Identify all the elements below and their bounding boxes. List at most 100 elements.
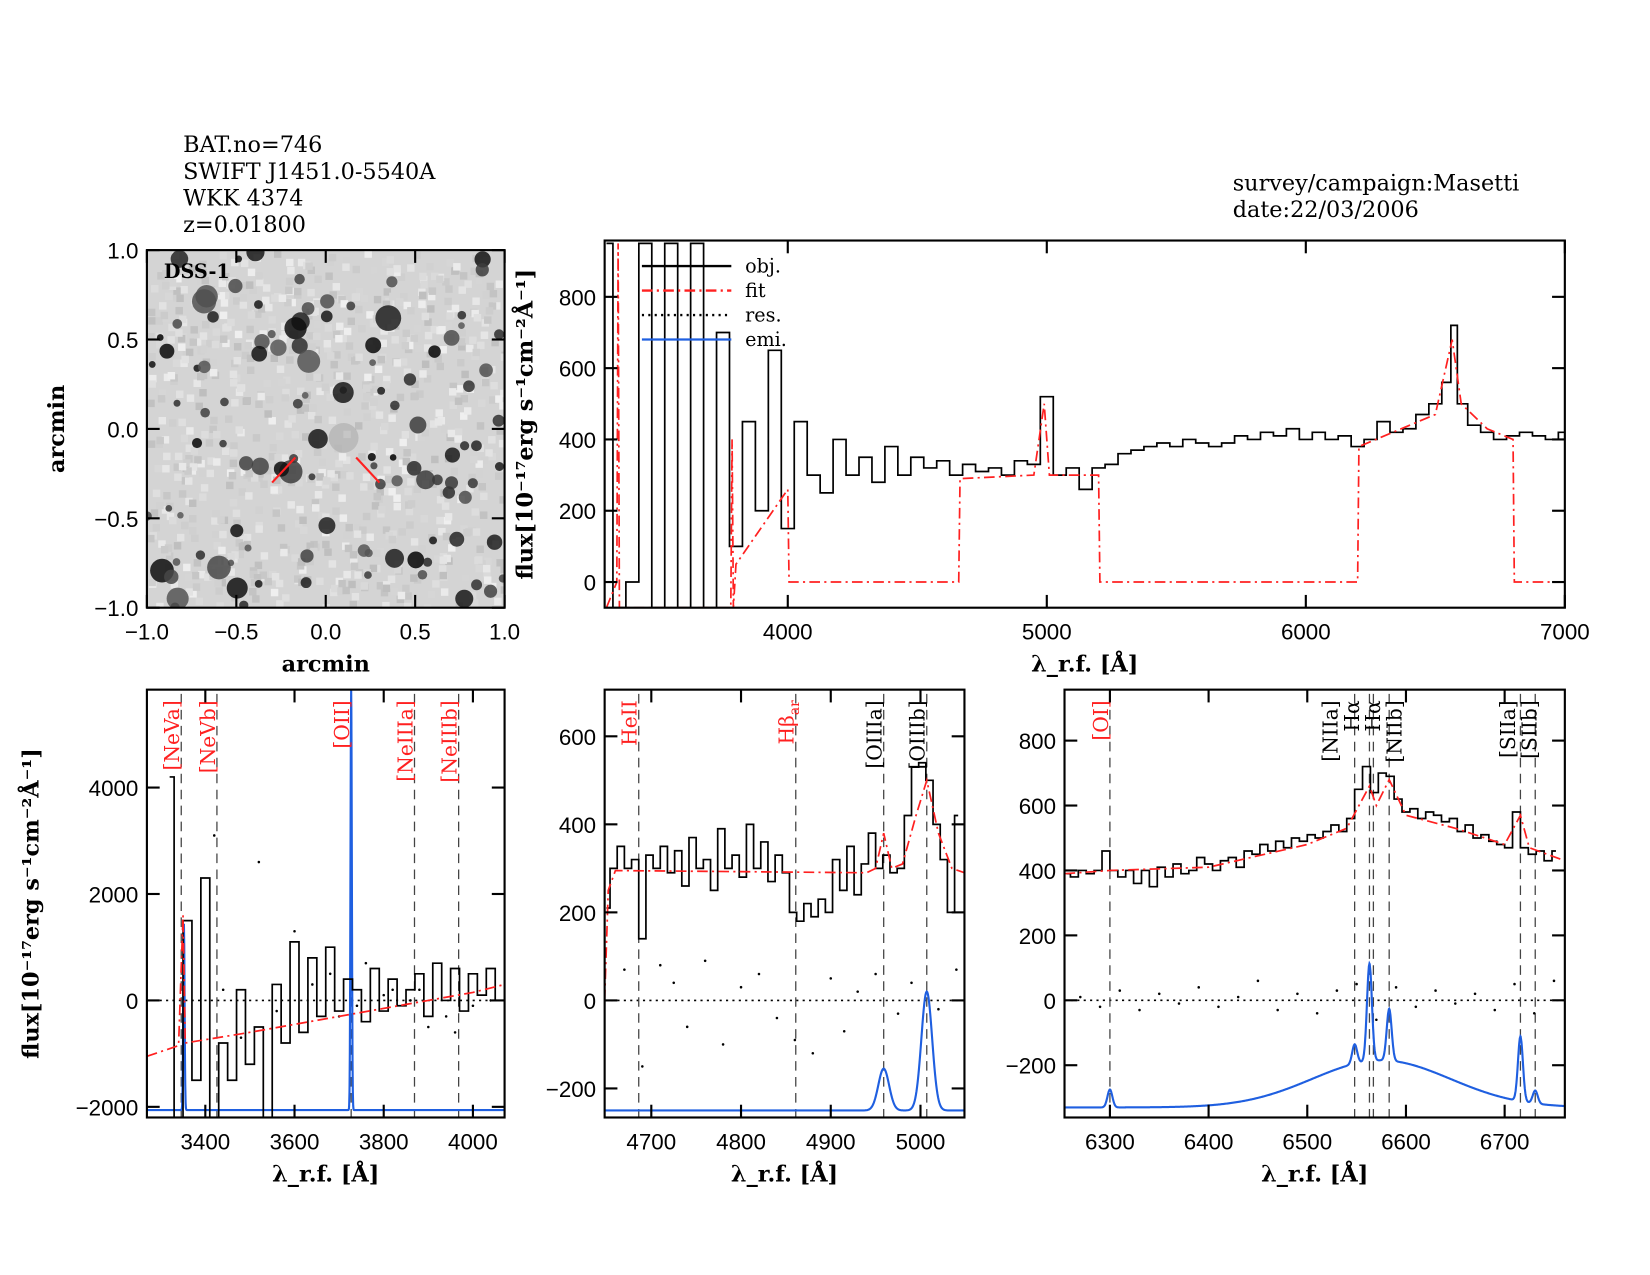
noise-pixel [454, 435, 462, 443]
noise-pixel [207, 457, 215, 465]
noise-pixel [448, 544, 456, 552]
residual-point [311, 983, 314, 986]
noise-pixel [488, 436, 496, 444]
noise-pixel [433, 555, 442, 563]
star [191, 289, 217, 314]
y-tick-label: 400 [559, 428, 596, 453]
noise-pixel [407, 264, 415, 272]
noise-pixel [355, 288, 364, 296]
residual-point [793, 1038, 797, 1042]
noise-pixel [414, 344, 422, 353]
noise-pixel [255, 400, 263, 408]
noise-pixel [255, 278, 264, 287]
x-tick-label: 3800 [359, 1129, 409, 1154]
plot-area [604, 693, 965, 1118]
noise-pixel [161, 506, 170, 514]
noise-pixel [460, 525, 468, 533]
noise-pixel [285, 286, 293, 295]
noise-pixel [200, 484, 209, 492]
noise-pixel [198, 469, 207, 477]
y-tick-label: 1.0 [107, 239, 138, 264]
noise-pixel [405, 341, 414, 350]
noise-pixel [160, 545, 169, 554]
noise-pixel [148, 578, 156, 587]
noise-pixel [178, 490, 187, 498]
noise-pixel [342, 263, 350, 271]
noise-pixel [162, 270, 170, 278]
noise-pixel [446, 433, 454, 442]
y-tick-label: 200 [1019, 924, 1056, 949]
noise-pixel [246, 325, 254, 334]
noise-pixel [463, 529, 471, 537]
noise-pixel [152, 523, 161, 532]
noise-pixel [246, 354, 255, 363]
noise-pixel [436, 516, 444, 525]
noise-pixel [191, 534, 199, 542]
x-tick-label: 5000 [1022, 620, 1072, 645]
noise-pixel [160, 311, 169, 320]
noise-pixel [245, 492, 253, 500]
noise-pixel [286, 258, 294, 267]
noise-pixel [471, 340, 479, 349]
noise-pixel [265, 395, 274, 404]
noise-pixel [475, 556, 483, 564]
star [226, 577, 248, 599]
header-redshift: z=0.01800 [183, 212, 306, 238]
noise-pixel [376, 582, 385, 590]
star [367, 453, 376, 462]
noise-pixel [354, 422, 363, 430]
noise-pixel [312, 332, 321, 341]
noise-pixel [163, 373, 172, 382]
noise-pixel [294, 575, 302, 583]
noise-pixel [496, 427, 504, 435]
noise-pixel [240, 468, 249, 476]
star [198, 360, 211, 374]
noise-pixel [385, 448, 394, 456]
noise-pixel [458, 343, 466, 351]
noise-pixel [379, 339, 387, 348]
noise-pixel [263, 379, 271, 388]
residual-point [1256, 979, 1260, 983]
y-tick-label: −200 [546, 1077, 596, 1102]
noise-pixel [156, 501, 164, 510]
noise-pixel [479, 511, 488, 519]
noise-pixel [209, 368, 218, 377]
line-label-3: Hα [1361, 700, 1385, 732]
noise-pixel [411, 392, 419, 400]
noise-pixel [366, 533, 374, 541]
noise-pixel [363, 413, 371, 421]
noise-pixel [393, 502, 401, 511]
noise-pixel [383, 288, 392, 296]
noise-pixel [347, 317, 356, 326]
x-tick-label: 7000 [1540, 620, 1590, 645]
noise-pixel [322, 477, 331, 485]
noise-pixel [265, 303, 273, 312]
noise-pixel [370, 442, 378, 451]
noise-pixel [460, 395, 469, 403]
noise-pixel [229, 449, 238, 457]
noise-pixel [280, 454, 289, 462]
residual-point [1296, 992, 1299, 996]
noise-pixel [210, 358, 218, 367]
noise-pixel [299, 566, 307, 574]
noise-pixel [276, 365, 285, 373]
noise-pixel [335, 334, 343, 343]
star [492, 414, 505, 427]
noise-pixel [388, 414, 396, 422]
noise-pixel [211, 517, 219, 525]
noise-pixel [393, 566, 402, 574]
noise-pixel [349, 551, 358, 559]
residual-point [1473, 992, 1477, 996]
noise-pixel [252, 595, 260, 603]
noise-pixel [273, 250, 282, 258]
line-label-0: [OI] [1089, 700, 1113, 740]
x-tick-label: 4000 [763, 620, 813, 645]
noise-pixel [268, 417, 276, 425]
residual-point [1177, 1002, 1181, 1005]
obj-spectrum-line [169, 776, 500, 1118]
noise-pixel [250, 474, 259, 482]
noise-pixel [213, 458, 221, 466]
noise-pixel [439, 571, 448, 580]
noise-pixel [310, 547, 318, 556]
header-survey: survey/campaign:Masetti [1233, 171, 1520, 197]
